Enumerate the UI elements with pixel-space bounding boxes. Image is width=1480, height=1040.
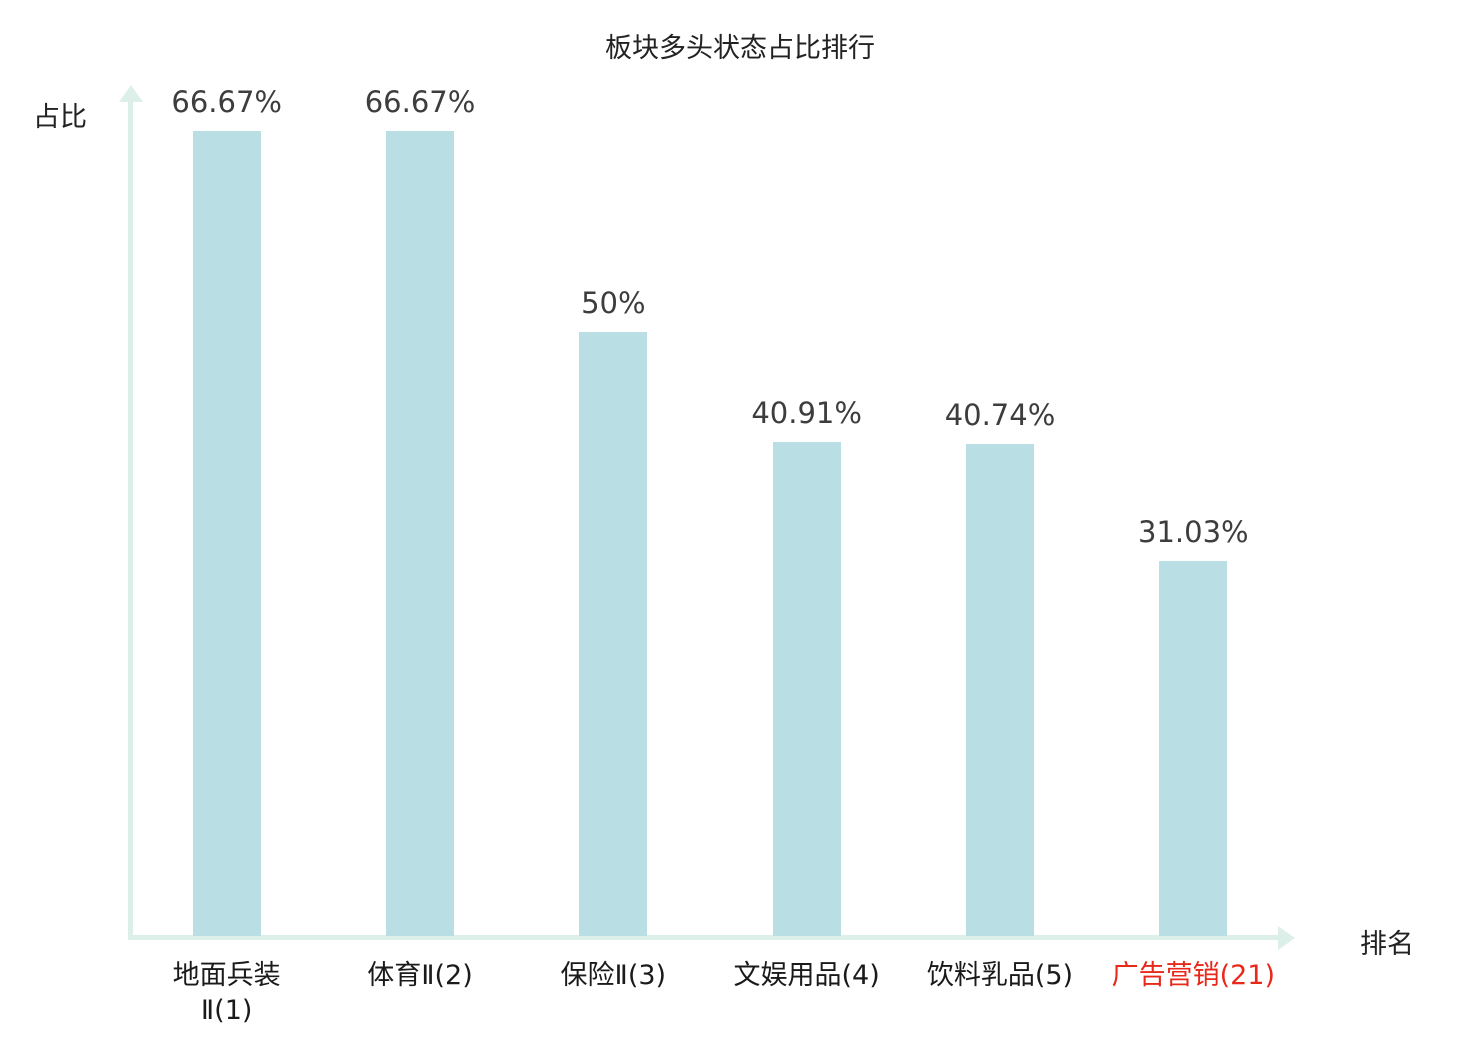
x-axis-line (128, 935, 1280, 940)
category-label: 体育Ⅱ(2) (367, 960, 473, 991)
plot-area: 66.67% 66.67% 50% 40.91% 40.74% 31.03% (130, 0, 1290, 936)
x-axis-label: 排名 (1360, 929, 1414, 960)
bar (192, 131, 261, 936)
bar-value-label: 31.03% (1138, 515, 1249, 549)
y-axis-arrow-icon (119, 85, 143, 102)
bar-value-label: 40.74% (944, 398, 1056, 432)
category-label: 饮料乳品(5) (926, 960, 1074, 991)
bar (772, 442, 841, 936)
category-label: 保险Ⅱ(3) (560, 960, 667, 991)
bar (1159, 561, 1228, 936)
x-axis-arrow-icon (1278, 926, 1295, 950)
bar (965, 444, 1034, 936)
bar-value-label: 50% (581, 286, 646, 320)
bar-column: 66.67% (323, 0, 516, 936)
bar-column: 66.67% (130, 0, 323, 936)
category-axis-labels: 地面兵装 Ⅱ(1) 体育Ⅱ(2) 保险Ⅱ(3) 文娱用品(4) 饮料乳品(5) 广告营销(… (130, 958, 1290, 1028)
bar-column: 31.03% (1097, 0, 1290, 936)
bar-column: 40.74% (903, 0, 1096, 936)
bar-column: 50% (517, 0, 710, 936)
chart-title: 板块多头状态占比排行 (605, 33, 875, 64)
category-label: 地面兵装 Ⅱ(1) (172, 960, 281, 1027)
bar (385, 131, 454, 936)
bar-value-label: 40.91% (751, 396, 862, 430)
y-axis-label: 占比 (33, 102, 87, 133)
bar-value-label: 66.67% (171, 85, 282, 119)
y-axis-line (128, 100, 133, 938)
category-label: 广告营销(21) (1111, 960, 1276, 991)
category-label: 文娱用品(4) (733, 960, 880, 991)
bar-value-label: 66.67% (364, 85, 476, 119)
bar (579, 332, 648, 936)
bar-column: 40.91% (710, 0, 903, 936)
